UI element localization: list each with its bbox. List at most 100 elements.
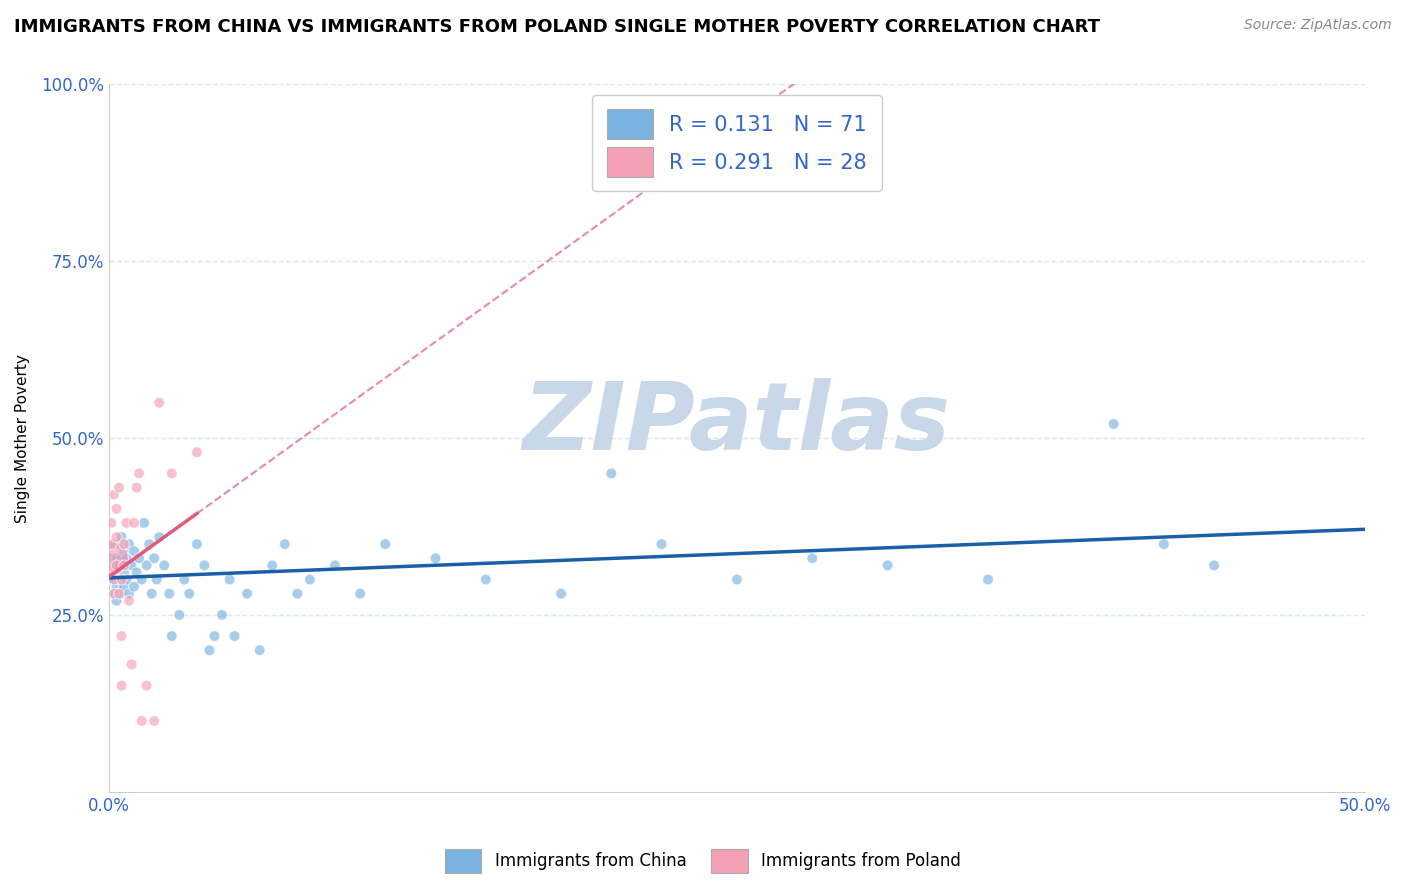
Point [145, 573, 167, 587]
Point [725, 573, 748, 587]
Point [108, 573, 131, 587]
Point [105, 558, 128, 573]
Point [115, 573, 138, 587]
Text: Source: ZipAtlas.com: Source: ZipAtlas.com [1244, 18, 1392, 32]
Point [198, 643, 221, 657]
Point [110, 551, 132, 566]
Point [298, 573, 321, 587]
Point [138, 537, 160, 551]
Point [100, 537, 122, 551]
Point [148, 395, 170, 409]
Point [103, 587, 125, 601]
Point [112, 566, 135, 580]
Point [110, 679, 132, 693]
Point [374, 537, 396, 551]
Point [131, 714, 153, 728]
Point [143, 551, 166, 566]
Point [204, 629, 226, 643]
Point [224, 629, 246, 643]
Point [143, 714, 166, 728]
Point [173, 573, 195, 587]
Point [186, 537, 208, 551]
Point [122, 516, 145, 530]
Point [103, 537, 125, 551]
Point [600, 467, 623, 481]
Point [100, 516, 122, 530]
Point [349, 587, 371, 601]
Point [110, 629, 132, 643]
Point [112, 558, 135, 573]
Text: ZIPatlas: ZIPatlas [523, 378, 950, 470]
Point [110, 573, 132, 587]
Point [115, 516, 138, 530]
Point [108, 558, 131, 573]
Point [550, 587, 572, 601]
Point [112, 537, 135, 551]
Point [1102, 417, 1125, 431]
Point [218, 573, 240, 587]
Legend: R = 0.131   N = 71, R = 0.291   N = 28: R = 0.131 N = 71, R = 0.291 N = 28 [592, 95, 882, 191]
Point [105, 580, 128, 594]
Point [103, 573, 125, 587]
Point [105, 566, 128, 580]
Point [131, 573, 153, 587]
Point [134, 516, 156, 530]
Point [105, 551, 128, 566]
Point [100, 573, 122, 587]
Point [977, 573, 1000, 587]
Point [108, 481, 131, 495]
Point [115, 551, 138, 566]
Point [108, 587, 131, 601]
Point [141, 587, 163, 601]
Point [274, 537, 297, 551]
Point [125, 481, 148, 495]
Point [125, 566, 148, 580]
Point [121, 657, 143, 672]
Point [100, 551, 122, 566]
Point [103, 587, 125, 601]
Point [157, 587, 180, 601]
Point [118, 593, 141, 607]
Point [112, 580, 135, 594]
Point [169, 607, 191, 622]
Point [135, 558, 157, 573]
Point [128, 467, 150, 481]
Point [105, 501, 128, 516]
Point [108, 537, 131, 551]
Point [103, 558, 125, 573]
Legend: Immigrants from China, Immigrants from Poland: Immigrants from China, Immigrants from P… [439, 842, 967, 880]
Point [285, 587, 308, 601]
Point [211, 607, 233, 622]
Point [148, 530, 170, 544]
Point [118, 587, 141, 601]
Point [100, 551, 122, 566]
Point [105, 530, 128, 544]
Point [801, 551, 824, 566]
Point [122, 544, 145, 558]
Point [128, 551, 150, 566]
Point [1204, 558, 1226, 573]
Point [249, 643, 271, 657]
Point [103, 573, 125, 587]
Point [135, 679, 157, 693]
Point [1153, 537, 1175, 551]
Point [103, 488, 125, 502]
Point [100, 537, 122, 551]
Point [193, 558, 215, 573]
Point [323, 558, 346, 573]
Point [236, 587, 259, 601]
Point [122, 580, 145, 594]
Point [110, 530, 132, 544]
Y-axis label: Single Mother Poverty: Single Mother Poverty [15, 353, 30, 523]
Point [179, 587, 201, 601]
Text: IMMIGRANTS FROM CHINA VS IMMIGRANTS FROM POLAND SINGLE MOTHER POVERTY CORRELATIO: IMMIGRANTS FROM CHINA VS IMMIGRANTS FROM… [14, 18, 1099, 36]
Point [262, 558, 284, 573]
Point [186, 445, 208, 459]
Point [153, 558, 176, 573]
Point [121, 558, 143, 573]
Point [112, 544, 135, 558]
Point [105, 593, 128, 607]
Point [474, 573, 496, 587]
Point [876, 558, 898, 573]
Point [160, 467, 183, 481]
